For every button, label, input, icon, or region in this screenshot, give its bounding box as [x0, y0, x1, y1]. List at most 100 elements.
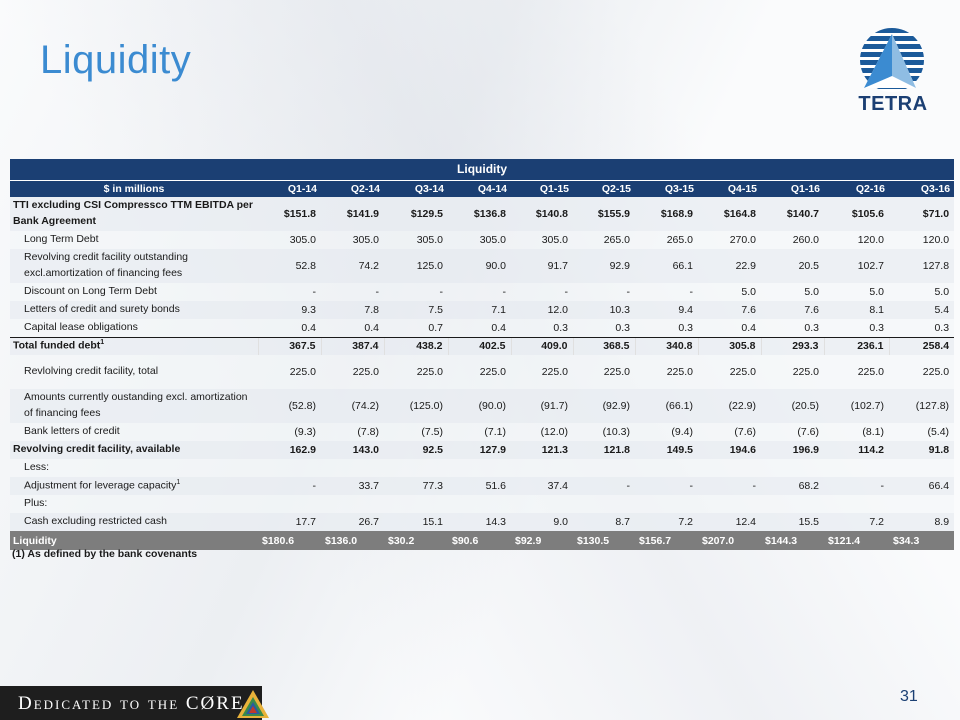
tetra-logo-icon [860, 28, 924, 92]
table-cell: $129.5 [384, 197, 448, 231]
table-cell: - [573, 283, 635, 301]
row-label: Revlolving credit facility, total [10, 355, 258, 389]
table-cell: 340.8 [634, 336, 698, 355]
table-cell: 26.7 [321, 513, 384, 531]
row-label-text: Long Term Debt [24, 233, 99, 246]
table-cell: 0.3 [573, 319, 635, 337]
table-cell: (9.3) [258, 423, 321, 441]
table-cell: 92.5 [384, 441, 448, 459]
currency-symbol: $ [702, 534, 708, 547]
table-row: Plus: [10, 495, 955, 513]
liquidity-table: Liquidity $ in millions Q1-14 Q2-14 Q3-1… [10, 159, 955, 550]
table-cell: 265.0 [635, 231, 698, 249]
table-cell: 7.8 [321, 301, 384, 319]
table-cell: 92.9 [573, 249, 635, 283]
table-cell: 270.0 [698, 231, 761, 249]
table-cell: - [635, 477, 698, 495]
cell-value: 130.5 [582, 534, 610, 547]
table-cell [698, 495, 761, 513]
table-cell [635, 459, 698, 477]
cell-value: 207.0 [707, 534, 735, 547]
table-cell: 0.4 [448, 319, 511, 337]
table-cell [321, 459, 384, 477]
table-cell: 91.7 [511, 249, 573, 283]
logo-wordmark: TETRA [858, 93, 928, 115]
table-cell: 52.8 [258, 249, 321, 283]
footer-tagline: Dedicated to the CØRE [18, 693, 245, 714]
table-cell: $136.8 [448, 197, 511, 231]
table-cell: 12.0 [511, 301, 573, 319]
table-cell [448, 459, 511, 477]
table-cell: 225.0 [761, 355, 824, 389]
table-cell: - [384, 283, 448, 301]
table-cell: 114.2 [824, 441, 889, 459]
table-cell: 7.2 [824, 513, 889, 531]
table-cell: 10.3 [573, 301, 635, 319]
row-label-text: TTI excluding CSI Compressco TTM EBITDA … [13, 199, 253, 227]
table-cell: 15.5 [761, 513, 824, 531]
table-cell: 236.1 [823, 336, 889, 355]
currency-symbol: $ [893, 534, 899, 547]
table-cell: 9.0 [511, 513, 573, 531]
table-cell: $144.3 [761, 531, 824, 550]
table-cell: (102.7) [824, 389, 889, 423]
table-row: Total funded debt1 367.5 387.4 438.2 402.5 40… [10, 336, 955, 355]
currency-symbol: $ [828, 534, 834, 547]
table-cell [258, 459, 321, 477]
table-cell: $207.0 [698, 531, 761, 550]
table-cell: 125.0 [384, 249, 448, 283]
table-cell: 305.0 [258, 231, 321, 249]
table-cell: 66.1 [635, 249, 698, 283]
table-cell: 305.0 [321, 231, 384, 249]
table-title-row: Liquidity [10, 159, 955, 181]
row-label: Cash excluding restricted cash [10, 513, 258, 531]
table-cell: $136.0 [321, 531, 384, 550]
row-label: Revolving credit facility outstanding ex… [10, 249, 258, 283]
row-label: Less: [10, 459, 258, 477]
row-label-text: Total funded debt [13, 339, 101, 352]
table-cell: 0.4 [321, 319, 384, 337]
page-number: 31 [900, 688, 918, 705]
column-header: Q3-14 [384, 180, 448, 197]
currency-symbol: $ [452, 534, 458, 547]
table-row: Capital lease obligations 0.4 0.4 0.7 0.4 0.3… [10, 319, 955, 337]
table-cell: 102.7 [824, 249, 889, 283]
row-label-text: Revolving credit facility, available [13, 443, 181, 456]
column-header: Q1-15 [511, 180, 573, 197]
table-cell: 438.2 [383, 336, 448, 355]
table-cell: (92.9) [573, 389, 635, 423]
table-cell [511, 495, 573, 513]
table-cell: 162.9 [258, 441, 321, 459]
table-row: Letters of credit and surety bonds 9.3 7.8… [10, 301, 955, 319]
table-cell: 8.1 [824, 301, 889, 319]
table-header-row: $ in millions Q1-14 Q2-14 Q3-14 Q4-14 Q1… [10, 180, 955, 197]
table-cell: - [448, 283, 511, 301]
row-label-text: Letters of credit and surety bonds [24, 303, 180, 316]
table-cell: 225.0 [889, 355, 955, 389]
row-label-text: Amounts currently oustanding excl. amort… [24, 391, 248, 419]
table-cell: (7.1) [448, 423, 511, 441]
table-cell: 367.5 [257, 336, 321, 355]
table-row: Bank letters of credit (9.3) (7.8) (7.5) (7.… [10, 423, 955, 441]
row-label-text: Revlolving credit facility, total [24, 365, 159, 378]
table-cell: 225.0 [258, 355, 321, 389]
column-header: Q1-14 [258, 180, 321, 197]
table-cell: 74.2 [321, 249, 384, 283]
unit-header: $ in millions [10, 180, 258, 197]
table-cell: 120.0 [824, 231, 889, 249]
table-row: Revlolving credit facility, total 225.0 22… [10, 355, 955, 389]
table-cell: 225.0 [573, 355, 635, 389]
table-cell: (127.8) [889, 389, 955, 423]
cell-value: 144.3 [770, 534, 798, 547]
currency-symbol: $ [765, 534, 771, 547]
table-cell: (10.3) [573, 423, 635, 441]
table-cell: 143.0 [321, 441, 384, 459]
table-cell: 0.4 [258, 319, 321, 337]
table-cell: (22.9) [698, 389, 761, 423]
table-cell: 305.8 [697, 336, 761, 355]
table-cell: 17.7 [258, 513, 321, 531]
table-cell: 0.3 [635, 319, 698, 337]
currency-symbol: $ [577, 534, 583, 547]
table-cell: 9.4 [635, 301, 698, 319]
table-cell: $180.6 [258, 531, 321, 550]
